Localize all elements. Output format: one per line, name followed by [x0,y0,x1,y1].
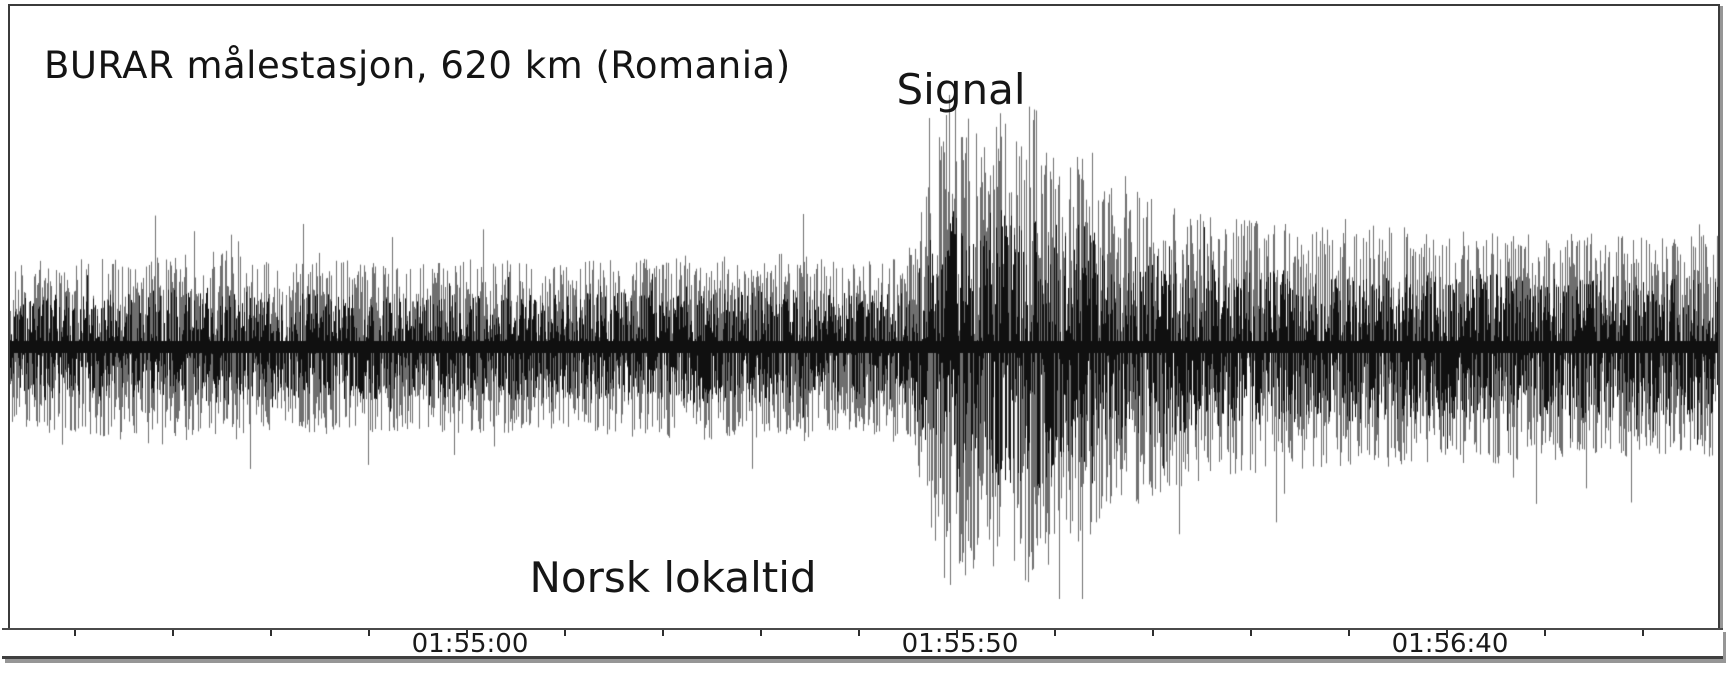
x-axis-tick-label: 01:56:40 [1391,629,1509,659]
station-title: BURAR målestasjon, 620 km (Romania) [44,44,791,87]
waveform-panel: BURAR målestasjon, 620 km (Romania) Sign… [8,4,1720,630]
signal-annotation: Signal [896,65,1026,114]
time-axis-ruler: 01:55:00 01:55:50 01:56:40 [2,628,1723,659]
x-axis-minor-tick [1250,630,1252,636]
x-axis-minor-tick [74,630,76,636]
x-axis-minor-tick [1642,630,1644,636]
x-axis-major-tick [466,630,468,638]
x-axis-minor-tick [1152,630,1154,636]
x-axis-tick-label: 01:55:00 [411,629,529,659]
x-axis-minor-tick [1544,630,1546,636]
x-axis-minor-tick [760,630,762,636]
x-axis-minor-tick [858,630,860,636]
local-time-annotation: Norsk lokaltid [529,553,817,602]
x-axis-tick-label: 01:55:50 [901,629,1019,659]
x-axis-minor-tick [1054,630,1056,636]
x-axis-minor-tick [172,630,174,636]
x-axis-major-tick [1446,630,1448,638]
x-axis-minor-tick [662,630,664,636]
x-axis-minor-tick [368,630,370,636]
x-axis-major-tick [956,630,958,638]
x-axis-minor-tick [564,630,566,636]
seismogram-trace [10,6,1718,626]
x-axis-minor-tick [1348,630,1350,636]
x-axis-minor-tick [270,630,272,636]
